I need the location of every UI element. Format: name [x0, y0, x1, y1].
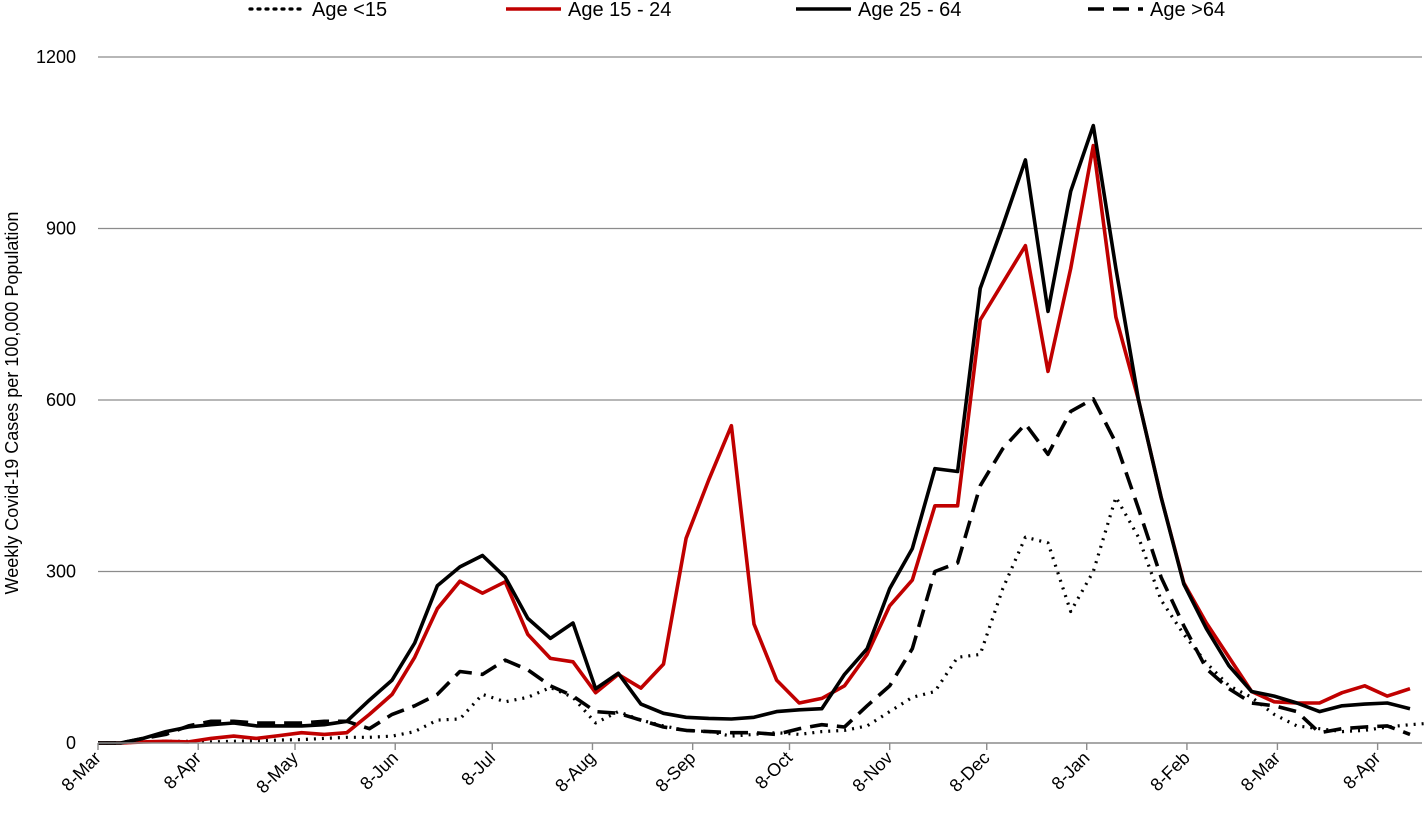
series-line	[98, 495, 1425, 745]
series-2	[98, 123, 1411, 745]
y-tick-label: 1200	[36, 47, 76, 67]
x-axis-tick-labels: 8-Mar 8-Apr 8-May 8-Jun 8-Jul 8-Aug 8-Sep 8-Oct…	[57, 748, 1384, 798]
legend-item: Age <15	[248, 0, 387, 21]
y-tick-label: 900	[46, 219, 76, 239]
gridlines	[98, 56, 1422, 573]
x-tick-label: 8-Aug	[551, 748, 599, 796]
x-tick-label: 8-Oct	[751, 748, 796, 793]
series-line	[98, 397, 1411, 745]
x-tick-label: 8-Apr	[1339, 748, 1384, 793]
legend-item: Age 15 - 24	[506, 0, 671, 21]
x-tick-label: 8-Mar	[57, 748, 104, 795]
legend-label: Age >64	[1150, 0, 1225, 21]
series-0	[98, 495, 1425, 745]
legend-item: Age >64	[1088, 0, 1225, 21]
y-tick-label: 300	[46, 562, 76, 582]
y-axis-tick-labels: 0 300 600 900 1200	[36, 47, 76, 753]
x-tick-label: 8-Jun	[356, 748, 402, 794]
legend-label: Age <15	[312, 0, 387, 21]
series-lines	[98, 123, 1425, 745]
legend-label: Age 15 - 24	[568, 0, 671, 21]
x-tick-label: 8-Nov	[848, 748, 896, 796]
x-tick-label: 8-Jul	[457, 748, 499, 790]
legend-label: Age 25 - 64	[858, 0, 961, 21]
x-tick-label: 8-Jan	[1048, 748, 1094, 794]
legend-item: Age 25 - 64	[796, 0, 961, 21]
x-tick-label: 8-Sep	[651, 748, 699, 796]
x-tick-label: 8-Feb	[1146, 748, 1193, 795]
x-tick-label: 8-Dec	[945, 748, 993, 796]
y-tick-label: 0	[66, 733, 76, 753]
x-tick-label: 8-Apr	[160, 748, 205, 793]
series-3	[98, 397, 1411, 745]
series-line	[98, 143, 1411, 745]
series-line	[98, 123, 1411, 745]
x-tick-label: 8-May	[252, 748, 302, 798]
legend: Age <15 Age 15 - 24 Age 25 - 64 Age >64	[248, 0, 1225, 21]
x-tick-label: 8-Mar	[1237, 748, 1284, 795]
axes	[97, 742, 1422, 750]
y-tick-label: 600	[46, 390, 76, 410]
series-1	[98, 143, 1411, 745]
y-axis-title: Weekly Covid-19 Cases per 100,000 Popula…	[2, 212, 22, 595]
